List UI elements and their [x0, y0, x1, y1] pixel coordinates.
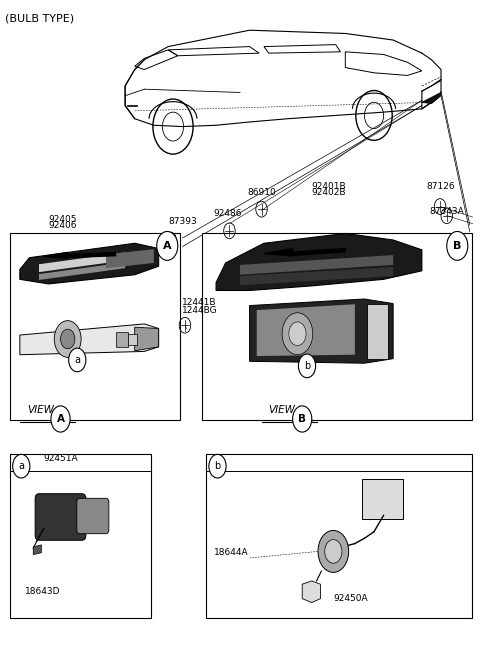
Text: A: A — [57, 414, 64, 424]
Text: 92450A: 92450A — [333, 593, 368, 602]
Polygon shape — [39, 252, 125, 272]
Text: VIEW: VIEW — [27, 405, 54, 415]
Bar — [367, 304, 388, 359]
Circle shape — [289, 322, 306, 346]
Polygon shape — [302, 581, 321, 602]
Bar — [128, 334, 137, 345]
Text: 86910: 86910 — [247, 189, 276, 197]
Polygon shape — [44, 252, 68, 258]
Polygon shape — [20, 243, 158, 284]
Polygon shape — [33, 545, 41, 555]
Polygon shape — [63, 252, 116, 258]
Bar — [116, 332, 128, 347]
Circle shape — [69, 348, 86, 372]
Text: 12441B: 12441B — [181, 298, 216, 307]
Polygon shape — [288, 248, 345, 256]
Bar — [206, 455, 472, 618]
Text: a: a — [18, 461, 24, 471]
Polygon shape — [257, 304, 355, 356]
Circle shape — [12, 455, 30, 478]
Circle shape — [157, 231, 178, 260]
Text: 87126: 87126 — [427, 182, 456, 191]
Text: b: b — [215, 461, 221, 471]
Circle shape — [318, 530, 348, 572]
Text: 18643D: 18643D — [24, 587, 60, 596]
Text: VIEW: VIEW — [268, 405, 295, 415]
Text: A: A — [163, 241, 171, 251]
Circle shape — [282, 313, 313, 355]
Bar — [202, 233, 472, 420]
Text: b: b — [304, 361, 310, 371]
Polygon shape — [106, 249, 154, 268]
Circle shape — [54, 321, 81, 357]
Polygon shape — [39, 262, 125, 280]
Polygon shape — [20, 324, 158, 355]
Text: 92486: 92486 — [214, 210, 242, 218]
Text: 1244BG: 1244BG — [181, 306, 217, 315]
Text: 92401B: 92401B — [311, 182, 346, 191]
Circle shape — [447, 231, 468, 260]
Circle shape — [60, 329, 75, 349]
Polygon shape — [250, 299, 393, 363]
FancyBboxPatch shape — [362, 480, 403, 518]
Bar — [10, 233, 180, 420]
Text: 87343A: 87343A — [429, 207, 464, 215]
Text: 87393: 87393 — [168, 217, 197, 226]
Circle shape — [299, 354, 316, 378]
Polygon shape — [240, 267, 393, 285]
Circle shape — [324, 539, 342, 563]
Circle shape — [51, 406, 70, 432]
Polygon shape — [240, 255, 393, 275]
FancyBboxPatch shape — [35, 493, 86, 540]
Polygon shape — [135, 327, 158, 351]
Polygon shape — [264, 248, 293, 256]
Polygon shape — [422, 93, 441, 104]
Text: B: B — [298, 414, 306, 424]
Text: B: B — [453, 241, 461, 251]
Text: 92402B: 92402B — [312, 189, 346, 197]
Bar — [10, 455, 152, 618]
Text: 18644A: 18644A — [214, 548, 248, 556]
Text: 92451A: 92451A — [44, 454, 78, 463]
Circle shape — [293, 406, 312, 432]
Text: 92406: 92406 — [48, 221, 77, 230]
Circle shape — [209, 455, 226, 478]
FancyBboxPatch shape — [77, 498, 109, 533]
Polygon shape — [216, 233, 422, 290]
Text: 92405: 92405 — [48, 215, 77, 223]
Text: a: a — [74, 355, 80, 365]
Text: (BULB TYPE): (BULB TYPE) — [5, 14, 74, 24]
